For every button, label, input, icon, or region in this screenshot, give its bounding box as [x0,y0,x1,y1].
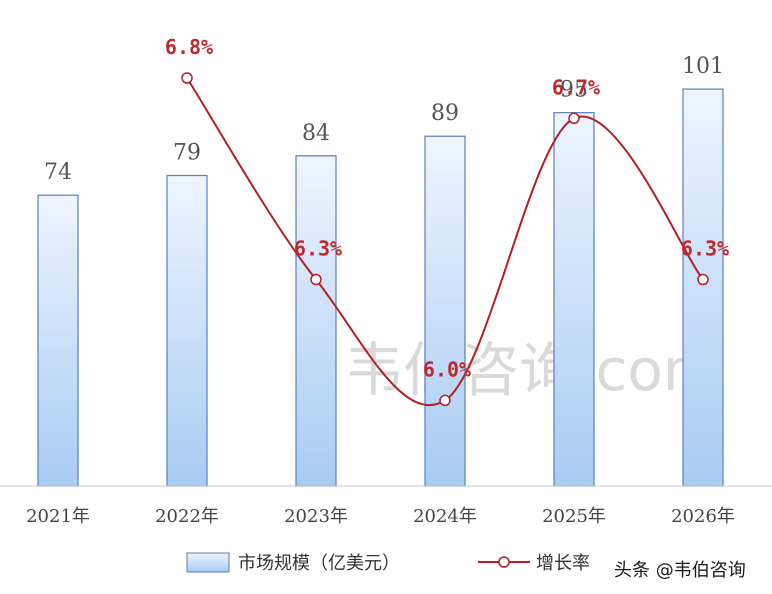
growth-rate-point-5 [697,273,709,286]
bar-value-label-5: 95 [560,78,588,103]
growth-rate-point-2 [310,273,322,286]
bars-layer: 74 79 84 89 95 101 [37,54,724,487]
x-tick-label-6: 2026年 [671,506,735,527]
x-tick-label-5: 2025年 [542,506,606,527]
bar-value-label-6: 101 [682,54,724,79]
growth-line-layer: 6.8% 6.3% 6.0% 6.7% 6.3% [165,35,729,407]
x-tick-label-2: 2022年 [155,506,219,527]
source-credit: 头条 @韦伯咨询 [614,560,746,581]
bar-3 [295,155,337,487]
x-tick-label-3: 2023年 [284,506,348,527]
legend-line-marker [498,556,510,568]
x-axis-ticks: 2021年 2022年 2023年 2024年 2025年 2026年 [26,506,735,527]
bar-5 [553,112,595,487]
growth-rate-label-1: 6.8% [165,35,213,59]
legend: 市场规模（亿美元） 增长率 [186,552,590,574]
legend-bar-swatch [186,552,230,573]
bar-4 [424,135,466,487]
growth-rate-point-1 [181,72,193,84]
bar-value-label-4: 89 [431,101,459,126]
legend-bar-label: 市场规模（亿美元） [238,553,400,574]
growth-rate-label-5: 6.3% [681,237,729,261]
legend-line-label: 增长率 [536,553,590,574]
bar-2 [166,174,208,487]
x-tick-label-4: 2024年 [413,506,477,527]
growth-rate-label-2: 6.3% [294,237,342,261]
bar-value-label-3: 84 [302,121,330,146]
bar-1 [37,194,79,487]
growth-rate-point-3 [439,394,451,407]
watermark: 韦伯咨询.com [345,336,719,404]
bar-value-label-2: 79 [173,141,201,166]
bar-6 [682,88,724,487]
growth-rate-label-3: 6.0% [423,357,471,381]
growth-rate-line [186,77,704,407]
growth-rate-label-4: 6.7% [552,75,600,99]
growth-rate-point-4 [568,112,580,125]
bar-value-label-1: 74 [44,160,72,185]
x-tick-label-1: 2021年 [26,506,90,527]
